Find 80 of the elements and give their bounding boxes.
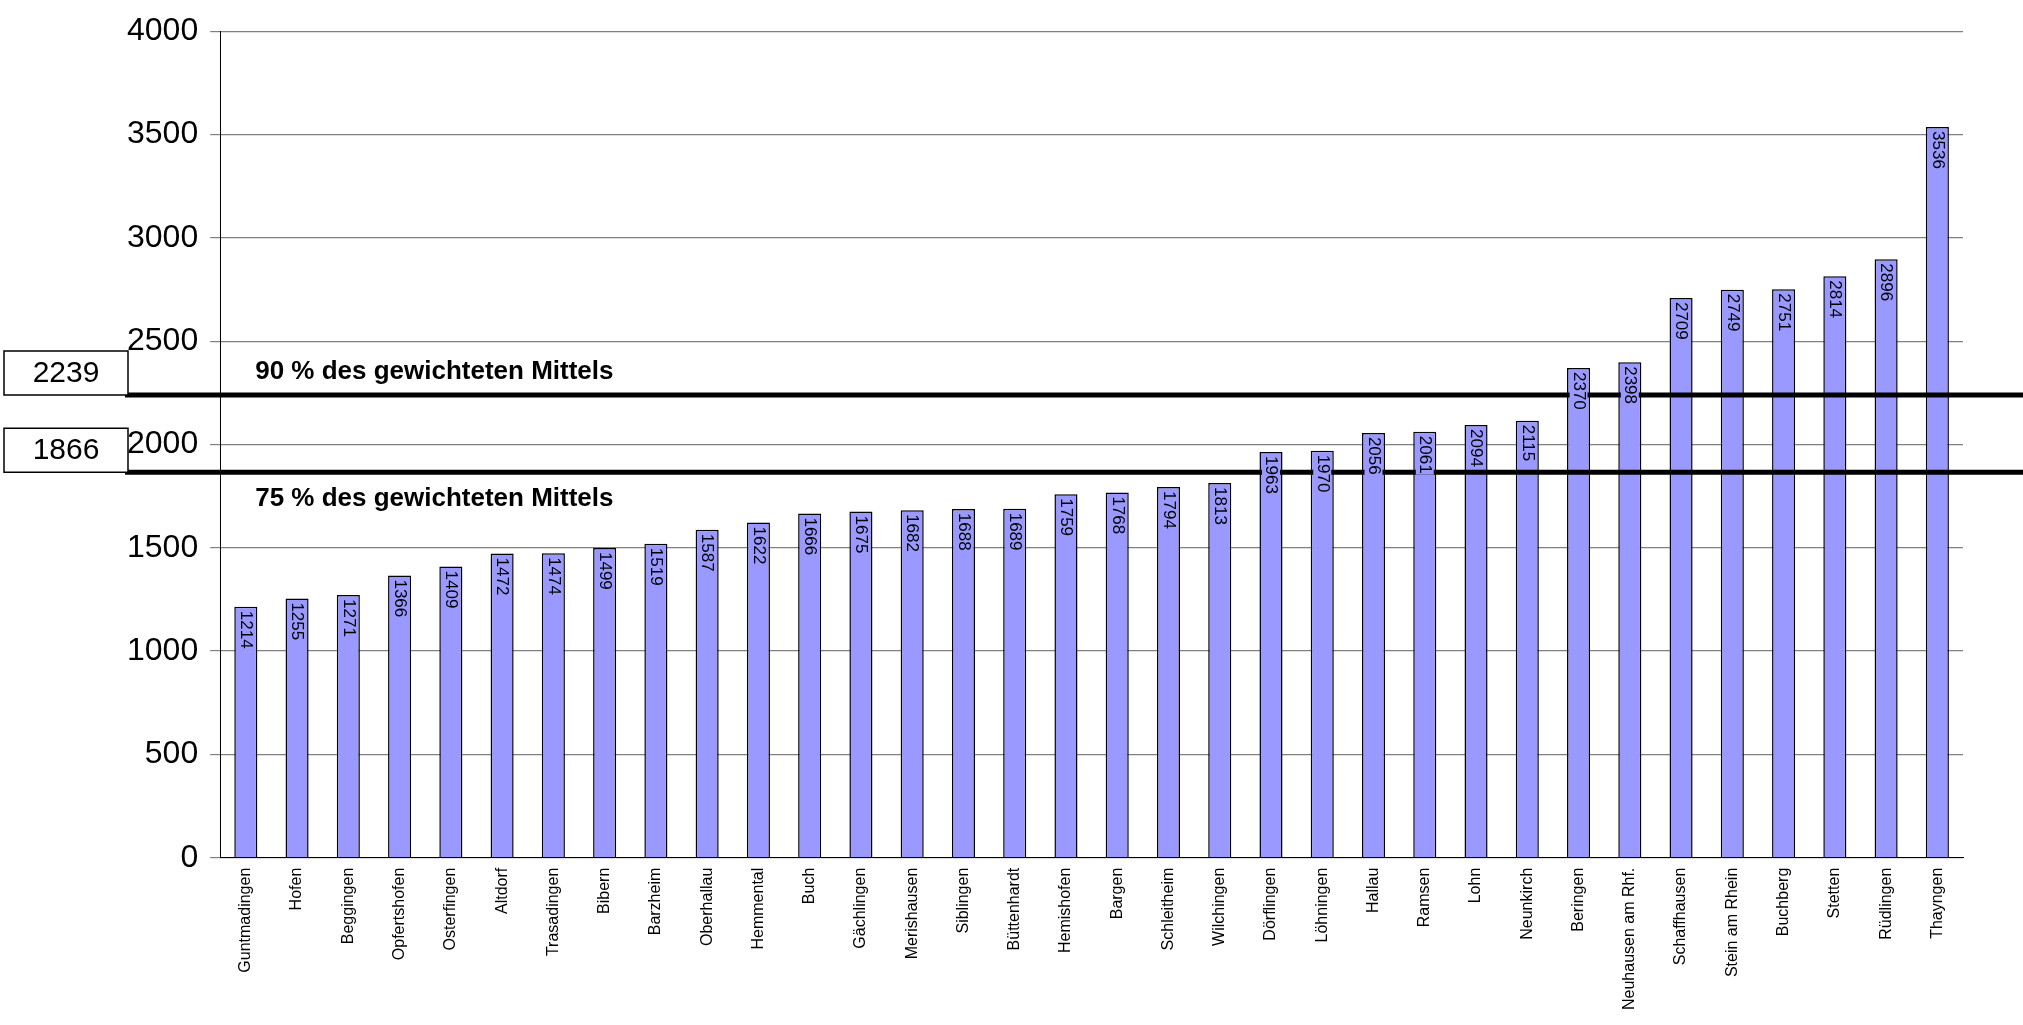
annotation: 75 % des gewichteten Mittels [255, 482, 614, 513]
x-tick-label: Bargen [1107, 867, 1125, 920]
data-label: 1768 [1108, 496, 1128, 535]
data-label: 1366 [390, 579, 410, 618]
x-tick-label: Ramsen [1415, 867, 1433, 928]
x-tick-label: Thayngen [1927, 867, 1945, 939]
data-label: 2115 [1518, 424, 1538, 462]
data-label: 1794 [1159, 491, 1179, 529]
data-label: 2370 [1569, 372, 1589, 410]
data-label: 1499 [595, 551, 615, 590]
data-label: 1271 [339, 599, 359, 637]
x-tick-label: Schleitheim [1158, 867, 1176, 951]
x-tick-label: Löhningen [1312, 867, 1330, 943]
y-tick-label: 0 [180, 837, 199, 874]
x-tick-label: Büttenhardt [1005, 867, 1023, 951]
x-tick-label: Siblingen [953, 867, 971, 934]
data-label: 1622 [749, 526, 769, 565]
x-tick-label: Neunkirch [1517, 867, 1535, 940]
data-label: 1759 [1057, 498, 1077, 537]
data-label: 1474 [544, 557, 564, 595]
x-tick-label: Barzheim [646, 867, 664, 936]
y-tick-label: 1000 [127, 630, 199, 667]
y-tick-label: 4000 [127, 11, 199, 48]
data-label: 1214 [237, 610, 257, 649]
x-tick-label: Beggingen [338, 867, 356, 945]
data-label: 2398 [1621, 366, 1641, 405]
x-tick-label: Buchberg [1774, 867, 1791, 937]
x-tick-label: Hemishofen [1056, 867, 1074, 954]
data-label: 1682 [903, 514, 923, 552]
annotation: 90 % des gewichteten Mittels [255, 355, 614, 386]
x-tick-label: Altdorf [492, 867, 510, 914]
data-label: 1255 [288, 602, 308, 641]
data-label: 1813 [1211, 487, 1231, 525]
data-label: 2094 [1467, 429, 1487, 467]
x-tick-label: Trasadingen [543, 867, 561, 957]
data-label: 1666 [800, 517, 820, 556]
x-tick-label: Opfertshofen [390, 867, 407, 961]
data-label: 1409 [442, 570, 462, 609]
data-label: 1587 [698, 533, 718, 572]
data-label: 2814 [1826, 280, 1846, 319]
data-label: 1970 [1313, 454, 1333, 493]
y-tick-label: 3000 [127, 217, 199, 254]
data-label: 1675 [852, 515, 872, 554]
data-label: 1519 [647, 547, 667, 586]
x-tick-label: Oberhallau [697, 867, 715, 946]
y-tick-label: 1500 [127, 527, 199, 564]
data-label: 2061 [1416, 435, 1436, 474]
data-label: 1472 [493, 557, 513, 596]
x-tick-label: Hemmental [748, 867, 766, 950]
x-tick-label: Stein am Rhein [1722, 867, 1740, 978]
data-label: 1688 [954, 512, 974, 551]
x-tick-label: Dörflingen [1261, 867, 1279, 941]
x-tick-label: Gächlingen [851, 867, 869, 949]
data-label: 2896 [1877, 263, 1897, 302]
x-tick-label: Guntmadingen [236, 867, 254, 973]
x-tick-label: Beringen [1568, 867, 1586, 932]
data-label: 2749 [1723, 293, 1743, 332]
x-tick-label: Buch [800, 867, 818, 905]
y-tick-label: 2500 [127, 320, 199, 357]
x-tick-label: Bibern [595, 867, 613, 914]
x-tick-label: Hallau [1363, 867, 1381, 914]
ref-line-label: 2239 [32, 355, 100, 389]
x-tick-label: Hofen [287, 867, 305, 911]
x-tick-label: Osterfingen [441, 867, 459, 951]
x-tick-label: Merishausen [902, 867, 920, 960]
data-label: 2751 [1774, 293, 1794, 332]
x-tick-label: Stetten [1825, 867, 1843, 919]
x-tick-label: Wilchingen [1210, 867, 1228, 946]
data-label: 1689 [1006, 512, 1026, 551]
y-tick-label: 500 [144, 734, 199, 771]
ref-line-label: 1866 [32, 432, 100, 466]
x-tick-label: Lohn [1466, 867, 1484, 904]
data-label: 3536 [1928, 131, 1948, 169]
data-label: 1963 [1262, 456, 1282, 494]
x-tick-label: Neuhausen am Rhf. [1620, 867, 1638, 1011]
y-tick-label: 3500 [127, 114, 199, 151]
x-tick-label: Rüdlingen [1876, 867, 1894, 940]
x-tick-label: Schaffhausen [1671, 867, 1689, 966]
data-label: 2056 [1364, 436, 1384, 475]
data-label: 2709 [1672, 301, 1692, 340]
